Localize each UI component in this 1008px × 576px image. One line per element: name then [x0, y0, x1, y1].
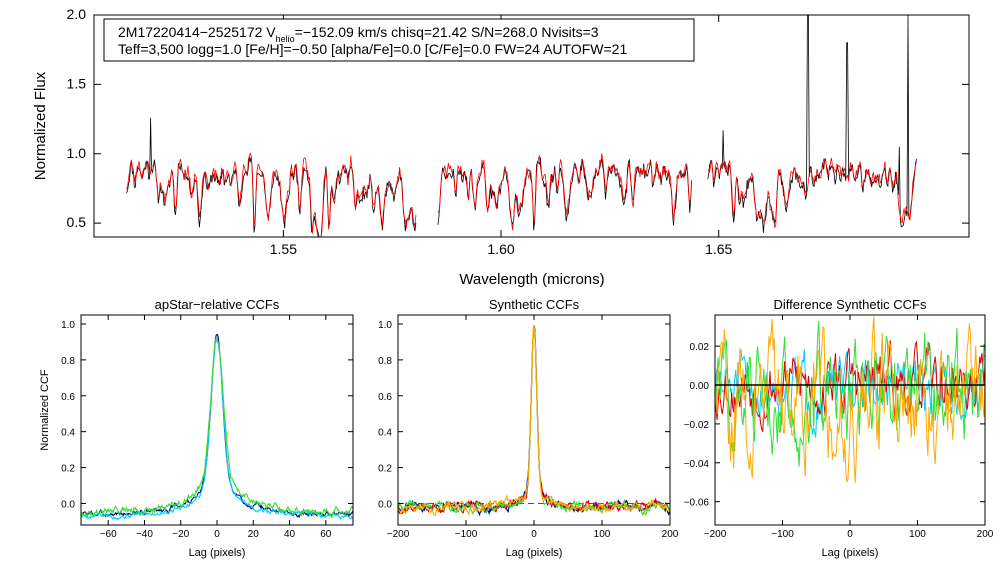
x-tick-label: 40: [284, 529, 296, 540]
apstar-ccf-panel: apStar−relative CCFs −60 −40 −20 0 20 40 60 0.0…: [39, 297, 354, 559]
x-tick-label: 20: [248, 529, 260, 540]
spectrum-series-observed: [707, 15, 917, 233]
spectrum-plot-area: [126, 15, 917, 237]
synthetic-ccf-series-1: [398, 325, 670, 517]
x-tick-label: 200: [662, 529, 679, 540]
y-tick-label: −0.04: [684, 459, 710, 470]
x-tick-label: −100: [455, 529, 478, 540]
spectrum-ticks: 1.55 1.60 1.65 0.5 1.0 1.5 2.0: [67, 6, 969, 257]
x-tick-label: 200: [977, 529, 994, 540]
difference-series-1: [715, 348, 985, 438]
x-tick-label: 100: [594, 529, 611, 540]
apstar-ccf-xlabel: Lag (pixels): [189, 547, 246, 559]
y-tick-label: 0.5: [67, 214, 87, 230]
apstar-ccf-ticks: −60 −40 −20 0 20 40 60 0.0 0.2 0.4 0.6 0.8 1.0: [61, 315, 353, 540]
synthetic-ccf-plot-area: [398, 325, 670, 517]
y-tick-label: 0.4: [378, 428, 392, 439]
spectrum-series-model: [437, 153, 693, 231]
x-tick-label: 1.55: [270, 241, 297, 257]
synthetic-ccf-series-3: [398, 327, 670, 517]
y-tick-label: 0.2: [378, 464, 392, 475]
info-box: 2M17220414−2525172 Vhelio=−152.09 km/s c…: [103, 18, 695, 62]
x-tick-label: −60: [100, 529, 117, 540]
difference-ccf-panel: Difference Synthetic CCFs −200 −100 0 100 20…: [684, 297, 994, 559]
synthetic-ccf-frame: [397, 314, 671, 526]
synthetic-ccf-ticks: −200 −100 0 100 200 0.0 0.2 0.4 0.6 0.8 1.0: [378, 315, 679, 540]
spectrum-series-model: [707, 157, 917, 228]
difference-ccf-xlabel: Lag (pixels): [822, 547, 879, 559]
info-line-1: 2M17220414−2525172 Vhelio=−152.09 km/s c…: [118, 24, 599, 44]
apstar-ccf-ylabel: Normalized CCF: [39, 369, 51, 451]
spectrum-series-observed: [126, 117, 417, 237]
synthetic-ccf-series-4: [398, 325, 670, 517]
spectrum-series-model: [126, 152, 417, 237]
x-tick-label: 60: [320, 529, 332, 540]
y-tick-label: 2.0: [67, 6, 87, 22]
apstar-ccf-series-1: [81, 333, 353, 518]
apstar-ccf-frame: [80, 314, 354, 526]
x-tick-label: 0: [531, 529, 537, 540]
info-line-1-end: =−152.09 km/s chisq=21.42 S/N=268.0 Nvis…: [295, 24, 599, 40]
synthetic-ccf-xlabel: Lag (pixels): [506, 547, 563, 559]
y-tick-label: 0.0: [378, 499, 392, 510]
difference-ccf-title: Difference Synthetic CCFs: [774, 297, 927, 312]
apstar-ccf-series-3: [81, 337, 353, 519]
y-tick-label: 0.0: [61, 499, 75, 510]
x-tick-label: −40: [136, 529, 153, 540]
spectrum-xlabel: Wavelength (microns): [459, 271, 604, 288]
y-tick-label: 1.5: [67, 75, 87, 91]
apstar-ccf-plot-area: [81, 333, 353, 521]
y-tick-label: 0.8: [61, 356, 75, 367]
info-line-2: Teff=3,500 logg=1.0 [Fe/H]=−0.50 [alpha/…: [118, 41, 627, 57]
x-tick-label: −20: [172, 529, 189, 540]
info-helio-subscript: helio: [276, 34, 295, 44]
x-tick-label: 100: [909, 529, 926, 540]
apstar-ccf-title: apStar−relative CCFs: [155, 297, 280, 312]
synthetic-ccf-series-2: [398, 325, 670, 515]
difference-ccf-plot-area: [715, 316, 985, 483]
y-tick-label: 1.0: [61, 320, 75, 331]
difference-series-2: [715, 340, 985, 432]
x-tick-label: 1.60: [487, 241, 514, 257]
spectrum-frame: [93, 14, 970, 238]
y-tick-label: 0.02: [690, 342, 710, 353]
spectrum-ylabel: Normalized Flux: [32, 71, 49, 180]
y-tick-label: 0.8: [378, 356, 392, 367]
x-tick-label: −100: [771, 529, 794, 540]
x-tick-label: 0: [214, 529, 220, 540]
info-line-1-start: 2M17220414−2525172 V: [118, 24, 276, 40]
difference-ccf-ticks: −200 −100 0 100 200 −0.06 −0.04 −0.02 0.00 0.02: [684, 315, 994, 540]
y-tick-label: 0.6: [61, 392, 75, 403]
apstar-ccf-series-2: [81, 336, 353, 521]
x-tick-label: −200: [704, 529, 727, 540]
x-tick-label: 0: [847, 529, 853, 540]
y-tick-label: 0.2: [61, 464, 75, 475]
y-tick-label: 1.0: [378, 320, 392, 331]
synthetic-ccf-title: Synthetic CCFs: [489, 297, 580, 312]
y-tick-label: 0.6: [378, 392, 392, 403]
y-tick-label: 0.00: [690, 381, 710, 392]
spectrum-panel: 1.55 1.60 1.65 0.5 1.0 1.5 2.0 Wavelength (mic…: [32, 6, 970, 288]
x-tick-label: 1.65: [705, 241, 732, 257]
y-tick-label: 1.0: [67, 145, 87, 161]
difference-series-4: [715, 316, 985, 483]
x-tick-label: −200: [387, 529, 410, 540]
y-tick-label: 0.4: [61, 428, 75, 439]
y-tick-label: −0.06: [684, 498, 710, 509]
y-tick-label: −0.02: [684, 420, 710, 431]
synthetic-ccf-panel: Synthetic CCFs −200 −100 0 100 200 0.0 0.2 0.4 0…: [378, 297, 679, 559]
